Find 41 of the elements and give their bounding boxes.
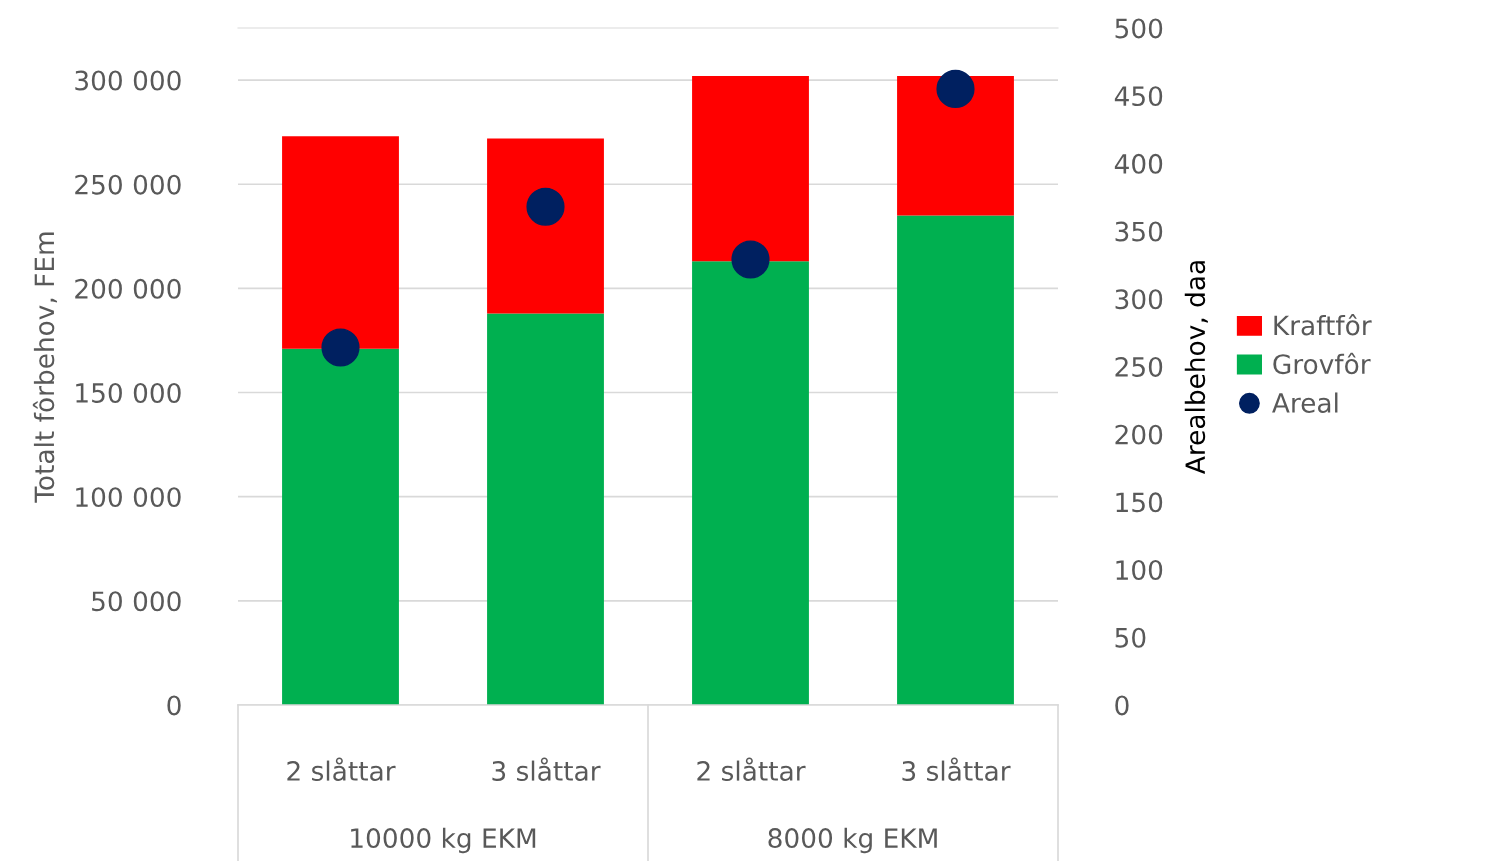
x-tick-label: 2 slåttar <box>697 757 806 781</box>
y2-tick-label: 350 <box>1115 221 1163 242</box>
y2-tick-label: 150 <box>1116 492 1163 513</box>
y-tick-label: 50 000 <box>92 591 181 612</box>
y2-tick-label: 0 <box>1115 695 1129 716</box>
bar <box>487 138 604 314</box>
legend-label: Kraftfôr <box>1274 313 1372 336</box>
legend-label: Grovfôr <box>1273 352 1371 375</box>
y2-tick-label: 200 <box>1115 424 1163 445</box>
y2-tick-label: 400 <box>1114 153 1163 174</box>
bar <box>692 75 809 262</box>
text: 8000 kg EKM <box>768 827 937 854</box>
text: 10000 kg EKM <box>351 827 536 854</box>
y-tick-label: 200 000 <box>75 278 181 299</box>
bar <box>692 261 809 705</box>
y-tick-label: 0 <box>167 695 181 716</box>
y2-tick-label: 450 <box>1114 86 1163 107</box>
y-tick-label: 250 000 <box>75 174 181 195</box>
x-tick-label: 2 slåttar <box>287 757 396 781</box>
x-tick-label: 3 slåttar <box>902 757 1011 781</box>
y2-tick-label: 50 <box>1115 627 1146 648</box>
bar <box>897 75 1014 216</box>
y2-tick-label: 300 <box>1115 289 1163 310</box>
y2-tick-label: 500 <box>1115 18 1163 39</box>
y-tick-label: 150 000 <box>76 382 181 403</box>
bar <box>487 313 604 705</box>
legend-label: Areal <box>1272 392 1338 413</box>
point <box>526 187 565 226</box>
y-tick-label: 100 000 <box>76 487 181 508</box>
bar <box>282 136 399 349</box>
y-tick-label: 300 000 <box>75 70 181 91</box>
bar <box>282 348 399 705</box>
y-axis-title: Totalt fôrbehov, FEm <box>32 232 58 503</box>
y2-tick-label: 250 <box>1115 356 1163 377</box>
point <box>321 328 360 367</box>
x-tick-label: 3 slåttar <box>492 757 601 781</box>
bar <box>897 215 1014 705</box>
y2-tick-label: 100 <box>1116 560 1163 580</box>
point <box>731 240 770 279</box>
point <box>936 69 975 108</box>
y2-axis-title: Arealbehov, daa <box>1184 261 1208 474</box>
